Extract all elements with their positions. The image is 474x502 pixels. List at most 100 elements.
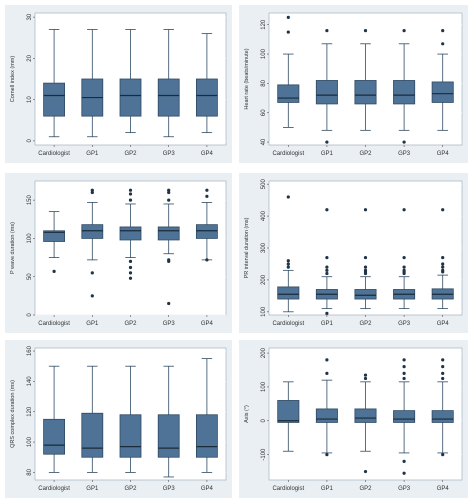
iqr-box: [354, 289, 377, 300]
box-gp4: [195, 358, 218, 473]
outlier-point: [402, 371, 406, 375]
chart-svg: 0 50 100 150 P wave duration (ms) Cardiologis…: [10, 180, 227, 327]
box-gp1: [315, 29, 338, 144]
box-gp2: [354, 373, 377, 474]
outlier-point: [286, 262, 290, 266]
x-tick-label: Cardiologist: [272, 151, 304, 157]
y-tick-label: 100: [261, 48, 267, 59]
outlier-point: [402, 140, 406, 144]
box-gp3: [157, 188, 180, 306]
outlier-point: [167, 188, 171, 192]
chart-svg: 0 10 20 30 Cornell index (mm) Cardiologist GP1…: [10, 12, 227, 157]
outlier-point: [128, 192, 133, 196]
x-tick-label: GP4: [437, 151, 450, 157]
y-tick-label: 50: [27, 273, 33, 280]
outlier-point: [363, 208, 368, 212]
outlier-point: [441, 376, 445, 381]
outlier-point: [128, 271, 133, 275]
outlier-point: [325, 453, 329, 457]
box-gp4: [195, 33, 218, 134]
x-tick-label: GP1: [321, 321, 334, 327]
iqr-box: [195, 414, 218, 458]
outlier-point: [325, 311, 329, 316]
x-tick-label: GP4: [201, 486, 214, 492]
x-tick-label: GP4: [201, 321, 214, 327]
outlier-point: [402, 376, 406, 381]
box-gp3: [157, 365, 180, 478]
box-cardiologist: [277, 195, 300, 313]
outlier-point: [363, 265, 368, 269]
outlier-point: [205, 258, 209, 262]
outlier-point: [402, 29, 406, 33]
x-tick-label: GP4: [437, 486, 450, 492]
outlier-point: [441, 453, 445, 457]
outlier-point: [402, 265, 406, 269]
pr-interval-duration-panel: 100 200 300 400 500 PR interval duration (ms)…: [239, 173, 468, 333]
box-cardiologist: [277, 15, 300, 128]
outlier-point: [128, 198, 133, 202]
outlier-point: [90, 294, 94, 298]
iqr-box: [81, 412, 104, 458]
outlier-point: [325, 271, 329, 276]
x-tick-label: GP4: [201, 151, 214, 157]
outlier-point: [441, 208, 445, 212]
y-tick-label: 100: [261, 381, 267, 392]
iqr-box: [157, 226, 180, 241]
box-gp3: [393, 208, 416, 310]
box-gp3: [393, 358, 416, 475]
box-cardiologist: [43, 29, 66, 138]
iqr-box: [43, 82, 66, 117]
y-axis-label: Axis (°): [244, 405, 250, 423]
x-tick-label: GP1: [86, 151, 99, 157]
iqr-box: [277, 400, 300, 423]
iqr-box: [277, 84, 300, 103]
x-tick-label: Cardiologist: [38, 321, 70, 327]
box-gp2: [119, 365, 142, 473]
y-tick-label: 400: [261, 210, 267, 221]
chart-svg: -100 0 100 200 Axis (°) Cardiologist GP1 GP2 GP3…: [244, 347, 463, 492]
y-axis-label: PR interval duration (ms): [244, 217, 250, 278]
iqr-box: [431, 410, 454, 423]
x-tick-label: GP1: [321, 486, 334, 492]
iqr-box: [354, 80, 377, 105]
iqr-box: [119, 226, 142, 241]
outlier-point: [441, 265, 445, 269]
outlier-point: [286, 259, 290, 263]
outlier-point: [325, 255, 329, 260]
outlier-point: [325, 208, 329, 212]
y-tick-label: 80: [27, 468, 33, 475]
iqr-box: [277, 286, 300, 300]
box-gp2: [354, 208, 377, 310]
box-gp1: [81, 29, 104, 138]
axis-panel: -100 0 100 200 Axis (°) Cardiologist GP1 GP2 GP3…: [239, 340, 468, 498]
iqr-box: [195, 224, 218, 239]
box-gp2: [354, 29, 377, 131]
box-gp4: [431, 208, 454, 310]
iqr-box: [119, 414, 142, 458]
iqr-box: [195, 78, 218, 117]
box-gp1: [315, 208, 338, 316]
iqr-box: [315, 80, 338, 105]
box-gp4: [431, 29, 454, 131]
box-gp1: [81, 365, 104, 473]
outlier-point: [52, 269, 56, 273]
y-axis-label: Heart rate (beats/minute): [244, 48, 250, 109]
y-tick-label: 100: [27, 233, 33, 244]
outlier-point: [441, 42, 445, 46]
y-tick-label: 100: [27, 436, 33, 447]
y-tick-label: 0: [261, 418, 267, 422]
iqr-box: [81, 224, 104, 239]
outlier-point: [286, 195, 290, 199]
y-tick-label: 120: [261, 19, 267, 30]
box-gp1: [315, 358, 338, 457]
outlier-point: [402, 255, 406, 260]
y-tick-label: 300: [261, 242, 267, 253]
outlier-point: [167, 190, 171, 195]
box-gp3: [157, 29, 180, 138]
x-tick-label: GP3: [398, 321, 411, 327]
iqr-box: [119, 78, 142, 117]
heart-rate-panel: 40 60 80 100 120 Heart rate (beats/minute) Car…: [239, 5, 468, 163]
y-tick-label: 120: [27, 406, 33, 417]
qrs-duration-panel: 80 100 120 140 160 QRS complex duration (ms) C…: [5, 340, 232, 498]
outlier-point: [90, 271, 94, 275]
